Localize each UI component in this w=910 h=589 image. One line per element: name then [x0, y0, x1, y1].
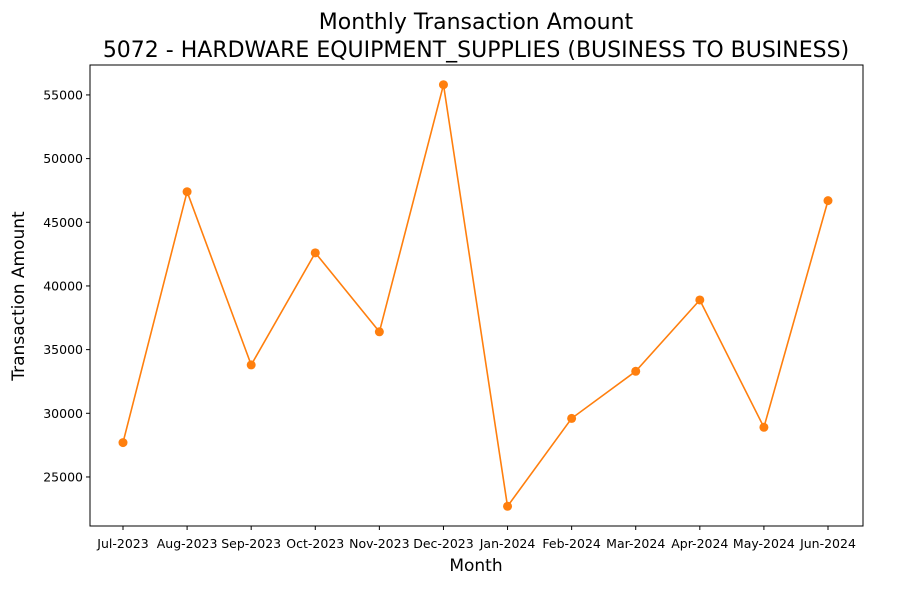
y-tick-label: 45000: [43, 215, 83, 230]
y-tick-label: 25000: [43, 469, 83, 484]
data-point: [695, 295, 705, 305]
x-tick-label: May-2024: [733, 536, 795, 551]
y-tick-label: 30000: [43, 406, 83, 421]
x-tick-label: Apr-2024: [671, 536, 728, 551]
x-tick-label: Mar-2024: [606, 536, 665, 551]
y-axis-label: Transaction Amount: [9, 211, 29, 382]
plot-area: [89, 64, 864, 527]
y-tick-label: 55000: [43, 87, 83, 102]
data-point: [567, 413, 577, 423]
y-tick-label: 50000: [43, 151, 83, 166]
x-tick-label: Dec-2023: [413, 536, 474, 551]
x-axis: Jul-2023 Aug-2023 Sep-2023 Oct-2023 Nov-2023…: [96, 526, 856, 551]
data-point: [823, 196, 833, 206]
data-point: [631, 366, 641, 376]
chart-subtitle: 5072 - HARDWARE EQUIPMENT_SUPPLIES (BUSI…: [103, 38, 849, 63]
x-tick-label: Oct-2023: [286, 536, 344, 551]
data-point: [182, 187, 192, 197]
x-axis-label: Month: [449, 556, 502, 576]
data-point: [246, 360, 256, 370]
x-tick-label: Jun-2024: [799, 536, 856, 551]
series-line: [122, 84, 829, 509]
y-axis: 25000 30000 35000 40000 45000 50000 55000: [43, 87, 90, 484]
data-point: [118, 438, 128, 448]
y-tick-label: 40000: [43, 278, 83, 293]
data-point: [759, 422, 769, 432]
data-point: [503, 501, 513, 511]
x-tick-label: Jan-2024: [479, 536, 536, 551]
x-tick-label: Sep-2023: [221, 536, 281, 551]
chart-title: Monthly Transaction Amount: [319, 10, 634, 35]
series-points: [118, 80, 833, 511]
data-point: [374, 327, 384, 337]
x-tick-label: Nov-2023: [349, 536, 409, 551]
x-tick-label: Jul-2023: [96, 536, 148, 551]
x-tick-label: Aug-2023: [157, 536, 218, 551]
y-tick-label: 35000: [43, 342, 83, 357]
data-point: [310, 248, 320, 258]
x-tick-label: Feb-2024: [542, 536, 601, 551]
data-point: [438, 80, 448, 90]
